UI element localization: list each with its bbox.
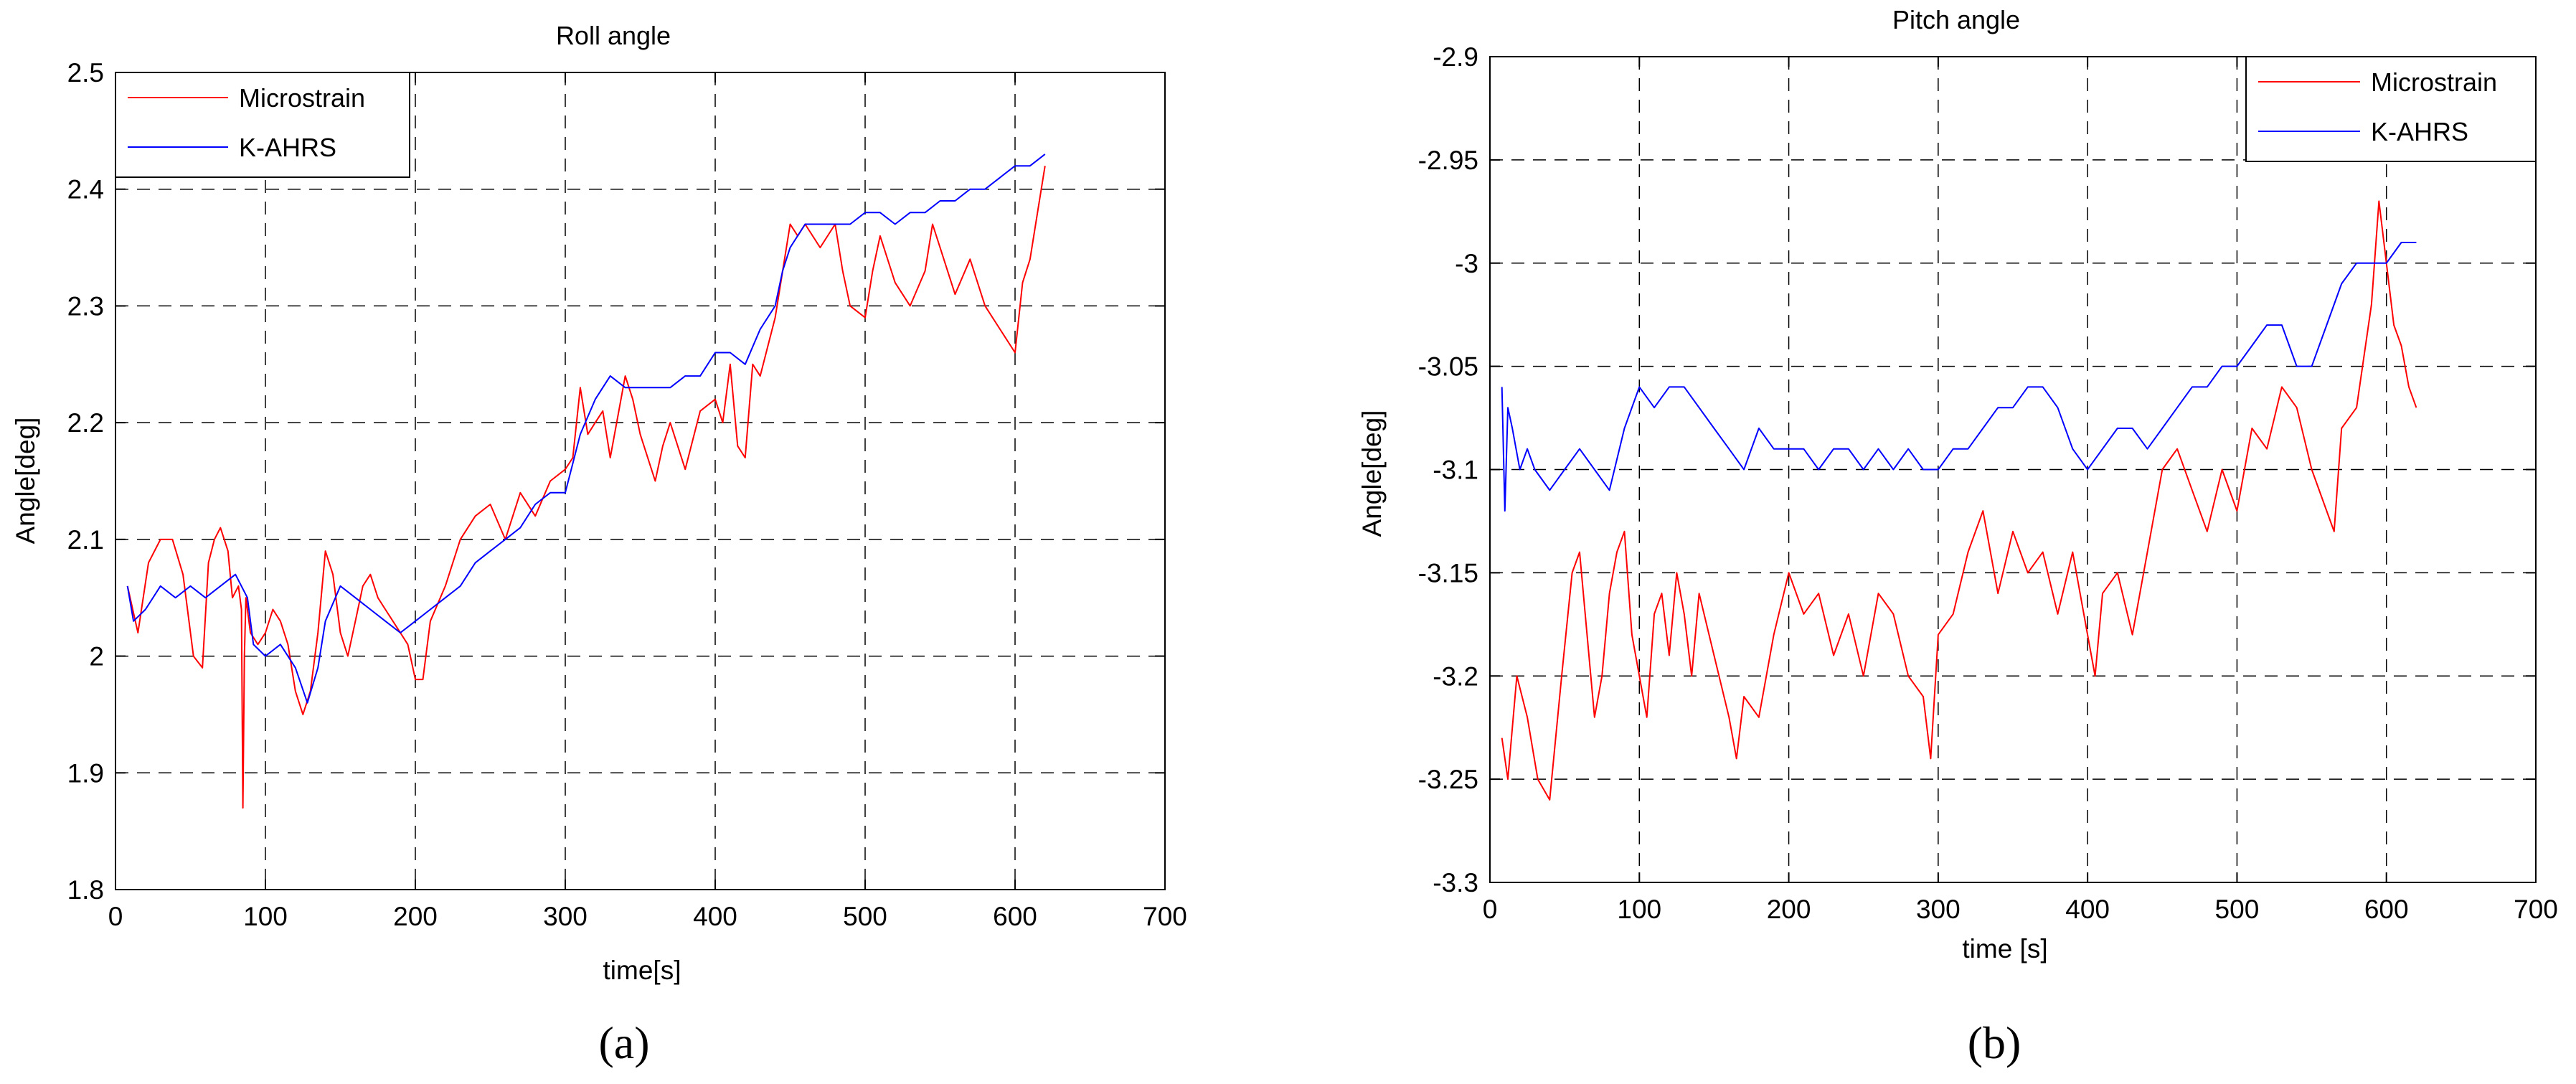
x-tick-label: 600: [993, 902, 1037, 931]
y-axis-label: Angle[deg]: [11, 418, 40, 545]
x-tick-label: 400: [2065, 895, 2110, 924]
chart-title: Roll angle: [556, 21, 671, 50]
y-tick-label: -3.2: [1433, 661, 1478, 691]
x-tick-label: 300: [1916, 895, 1961, 924]
y-tick-label: 2: [89, 642, 104, 671]
chart-title: Pitch angle: [1892, 5, 2020, 34]
legend: Microstrain K-AHRS: [115, 72, 410, 178]
y-tick-label: 2.4: [67, 175, 104, 204]
x-tick-label: 400: [693, 902, 737, 931]
legend: Microstrain K-AHRS: [2245, 56, 2537, 162]
panel-label: (a): [598, 1017, 649, 1068]
legend-label-k-ahrs: K-AHRS: [2371, 117, 2468, 146]
y-axis-label: Angle[deg]: [1357, 410, 1387, 537]
x-tick-label: 500: [843, 902, 887, 931]
y-tick-label: -3: [1455, 249, 1478, 278]
y-tick-label: -3.15: [1418, 558, 1478, 588]
legend-label-microstrain: Microstrain: [239, 83, 365, 113]
y-tick-label: 1.8: [67, 875, 104, 905]
x-tick-label: 700: [2514, 895, 2558, 924]
x-tick-label: 0: [1483, 895, 1498, 924]
y-tick-label: 1.9: [67, 758, 104, 788]
x-tick-label: 700: [1143, 902, 1187, 931]
x-axis-label: time [s]: [1962, 934, 2047, 963]
axes-frame: [115, 72, 1166, 890]
pitch-angle-chart: Pitch angle 0 100 200 300 400 500 600 700 -3.3 -3…: [1357, 5, 2558, 1068]
y-tick-label: -3.25: [1418, 765, 1478, 794]
y-tick-label: -3.3: [1433, 868, 1478, 897]
x-axis-label: time[s]: [603, 956, 681, 985]
y-tick-label: -2.95: [1418, 146, 1478, 175]
legend-box: [2245, 56, 2537, 162]
legend-label-microstrain: Microstrain: [2371, 67, 2497, 97]
x-tick-label: 100: [243, 902, 288, 931]
x-tick-label: 100: [1617, 895, 1661, 924]
y-tick-label: -2.9: [1433, 42, 1478, 72]
y-tick-label: -3.1: [1433, 456, 1478, 485]
x-tick-label: 500: [2215, 895, 2260, 924]
panel-label: (b): [1968, 1017, 2021, 1068]
x-tick-label: 600: [2364, 895, 2409, 924]
legend-box: [115, 72, 410, 178]
x-tick-label: 200: [1767, 895, 1811, 924]
y-tick-label: 2.3: [67, 291, 104, 321]
x-tick-label: 0: [108, 902, 123, 931]
x-tick-label: 200: [393, 902, 438, 931]
roll-angle-chart: Roll angle 0 100 200 300 400 500 600 700 1.8 1.9 2…: [11, 21, 1187, 1068]
y-tick-label: -3.05: [1418, 352, 1478, 382]
series-line-microstrain: [126, 166, 1046, 809]
series-line-k-ahrs: [1501, 242, 2417, 512]
series-line-microstrain: [1501, 200, 2417, 801]
legend-label-k-ahrs: K-AHRS: [239, 133, 336, 162]
y-tick-label: 2.5: [67, 58, 104, 88]
series-line-k-ahrs: [126, 154, 1046, 704]
x-tick-label: 300: [543, 902, 588, 931]
y-tick-label: 2.2: [67, 408, 104, 438]
y-tick-label: 2.1: [67, 525, 104, 555]
